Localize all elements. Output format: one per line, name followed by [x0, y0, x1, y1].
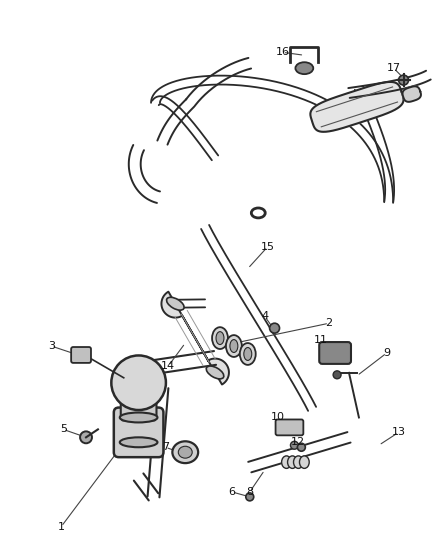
Circle shape	[297, 443, 305, 451]
Ellipse shape	[295, 62, 313, 74]
Ellipse shape	[240, 343, 256, 365]
Ellipse shape	[120, 413, 158, 423]
Text: 9: 9	[383, 348, 390, 358]
Text: 2: 2	[325, 318, 333, 328]
Text: 14: 14	[161, 361, 176, 371]
FancyBboxPatch shape	[114, 408, 163, 457]
Text: 8: 8	[246, 487, 253, 497]
Text: 12: 12	[290, 437, 304, 447]
Text: 15: 15	[261, 242, 275, 252]
Text: 11: 11	[314, 335, 328, 345]
Ellipse shape	[178, 446, 192, 458]
Polygon shape	[162, 292, 229, 384]
Ellipse shape	[120, 438, 158, 447]
Circle shape	[290, 441, 298, 449]
Ellipse shape	[282, 456, 291, 469]
Text: 6: 6	[228, 487, 235, 497]
Circle shape	[333, 371, 341, 379]
Ellipse shape	[166, 297, 184, 310]
Text: 16: 16	[276, 47, 290, 57]
Ellipse shape	[293, 456, 303, 469]
Circle shape	[80, 431, 92, 443]
FancyBboxPatch shape	[276, 419, 304, 435]
FancyBboxPatch shape	[71, 347, 91, 363]
Ellipse shape	[173, 441, 198, 463]
Ellipse shape	[288, 456, 297, 469]
Circle shape	[399, 75, 409, 85]
Ellipse shape	[111, 356, 166, 410]
Text: 5: 5	[60, 424, 67, 434]
FancyBboxPatch shape	[121, 375, 156, 421]
FancyBboxPatch shape	[319, 342, 351, 364]
Polygon shape	[311, 82, 403, 132]
Ellipse shape	[212, 327, 228, 349]
Text: 10: 10	[271, 413, 285, 423]
Circle shape	[270, 323, 279, 333]
Text: 3: 3	[48, 341, 55, 351]
Text: 4: 4	[261, 311, 268, 321]
Ellipse shape	[216, 332, 224, 344]
Ellipse shape	[244, 348, 252, 360]
Text: 7: 7	[162, 442, 169, 453]
Ellipse shape	[230, 340, 238, 352]
Polygon shape	[403, 86, 421, 102]
Ellipse shape	[226, 335, 242, 357]
Text: 13: 13	[392, 427, 406, 438]
Ellipse shape	[206, 366, 224, 379]
Circle shape	[246, 493, 254, 501]
Ellipse shape	[300, 456, 309, 469]
Text: 1: 1	[58, 522, 65, 531]
Text: 17: 17	[387, 63, 401, 73]
